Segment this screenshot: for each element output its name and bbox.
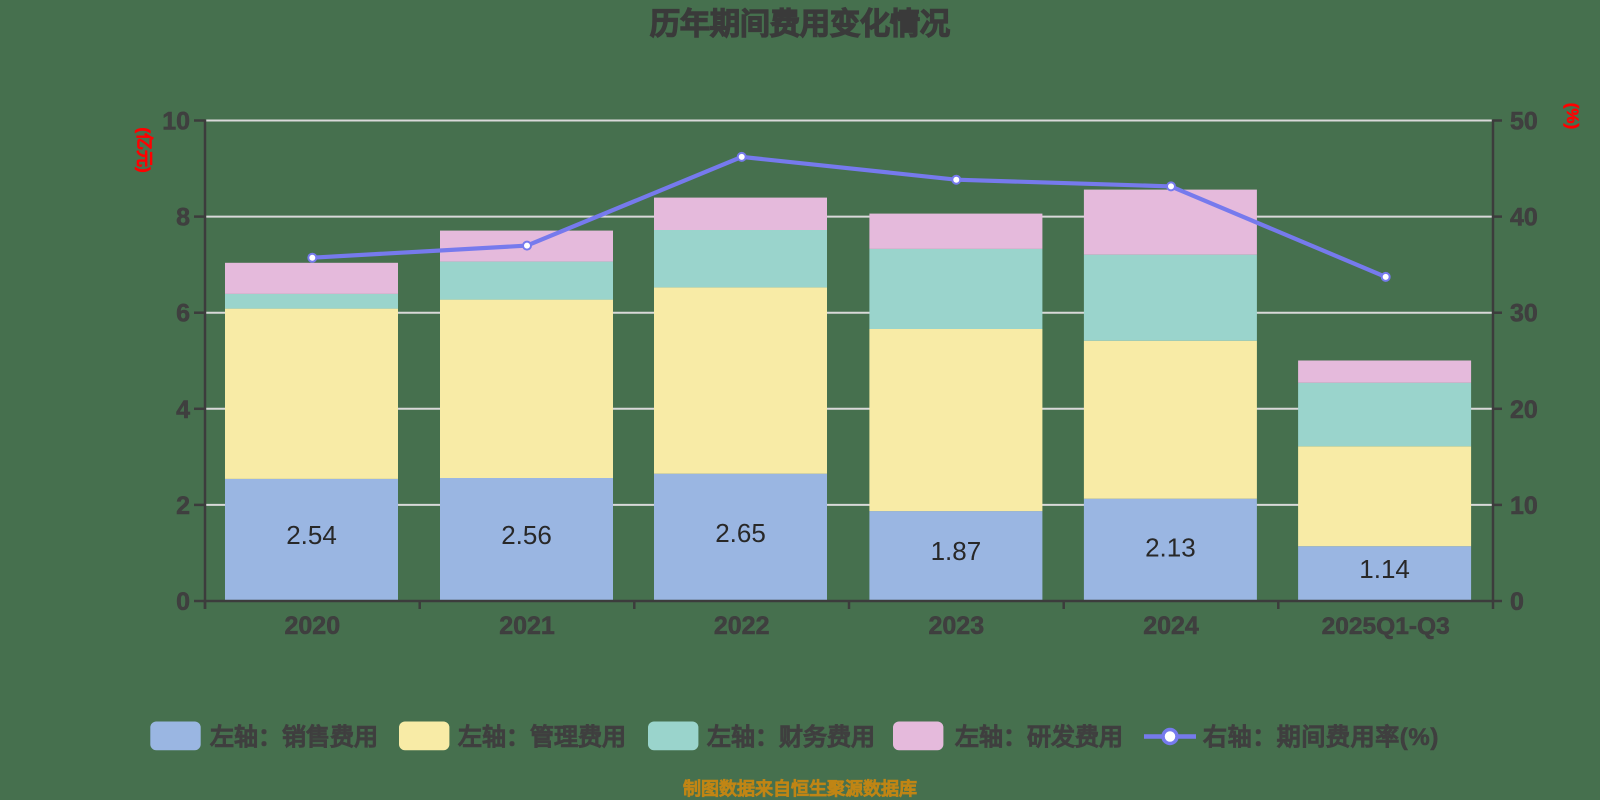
svg-text:左轴：销售费用: 左轴：销售费用 <box>210 723 378 751</box>
svg-text:1.14: 1.14 <box>1359 554 1410 584</box>
svg-text:2.56: 2.56 <box>501 520 552 550</box>
svg-text:2024: 2024 <box>1143 612 1199 640</box>
svg-text:2021: 2021 <box>499 612 555 640</box>
svg-text:2025Q1-Q3: 2025Q1-Q3 <box>1322 613 1450 640</box>
svg-text:2022: 2022 <box>714 612 770 640</box>
svg-text:左轴：管理费用: 左轴：管理费用 <box>458 723 626 751</box>
svg-text:左轴：研发费用: 左轴：研发费用 <box>955 723 1123 751</box>
svg-text:制图数据来自恒生聚源数据库: 制图数据来自恒生聚源数据库 <box>683 778 917 799</box>
svg-text:1.87: 1.87 <box>931 536 982 566</box>
svg-text:10: 10 <box>162 108 190 136</box>
svg-text:50: 50 <box>1510 108 1538 136</box>
svg-text:20: 20 <box>1510 396 1538 424</box>
svg-text:右轴：期间费用率(%): 右轴：期间费用率(%) <box>1203 723 1439 751</box>
svg-text:6: 6 <box>176 300 190 328</box>
svg-text:(%): (%) <box>1563 103 1582 129</box>
svg-text:左轴：财务费用: 左轴：财务费用 <box>707 723 875 751</box>
svg-text:10: 10 <box>1510 492 1538 520</box>
svg-text:2020: 2020 <box>284 612 340 640</box>
svg-text:0: 0 <box>1510 588 1524 616</box>
svg-text:4: 4 <box>176 396 190 424</box>
svg-text:8: 8 <box>176 204 190 232</box>
svg-text:(亿元): (亿元) <box>135 127 155 172</box>
svg-text:40: 40 <box>1510 204 1538 232</box>
svg-text:2023: 2023 <box>928 612 984 640</box>
svg-text:2.65: 2.65 <box>715 518 766 548</box>
svg-text:2: 2 <box>176 492 190 520</box>
svg-text:2.13: 2.13 <box>1145 533 1196 563</box>
svg-text:历年期间费用变化情况: 历年期间费用变化情况 <box>650 7 950 41</box>
svg-text:2.54: 2.54 <box>286 520 337 550</box>
svg-text:0: 0 <box>176 588 190 616</box>
svg-text:30: 30 <box>1510 300 1538 328</box>
